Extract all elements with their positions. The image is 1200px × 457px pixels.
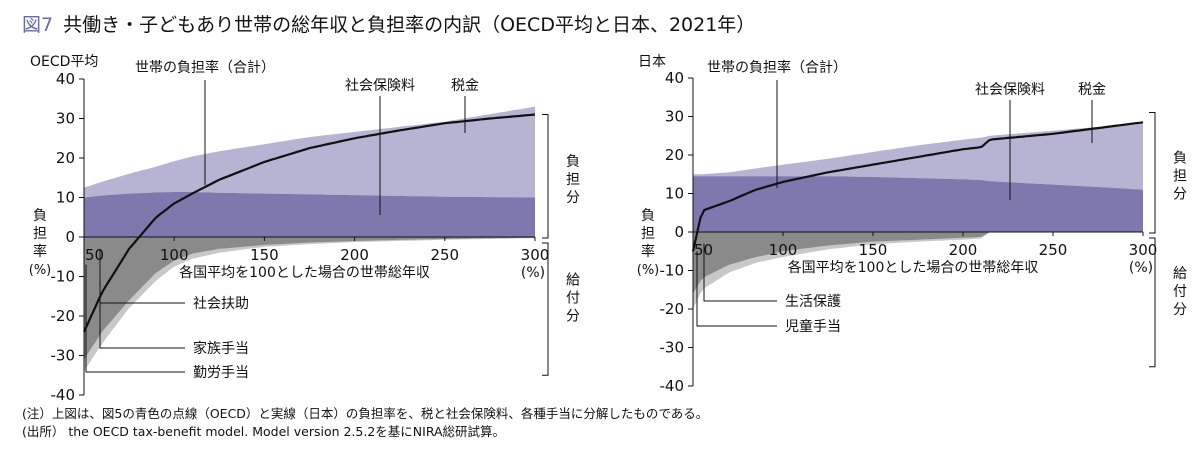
benefit-label: 児童手当 — [785, 318, 841, 335]
bracket-burden-label: 負担分 — [566, 154, 580, 206]
social-insurance-label: 社会保険料 — [345, 78, 415, 94]
panel-label: OECD平均 — [30, 54, 98, 70]
x-axis-label: 各国平均を100とした場合の世帯総年収 — [179, 265, 430, 281]
bracket-benefit-label: 給付分 — [566, 272, 580, 324]
x-tick-label: 300 — [1129, 241, 1158, 259]
y-tick-label: -20 — [51, 307, 76, 325]
benefit-leader-line — [703, 243, 777, 302]
benefit-label: 社会扶助 — [193, 296, 249, 312]
bracket-benefit — [542, 242, 549, 376]
y-tick-label: 30 — [665, 108, 684, 126]
chart-panel — [688, 77, 1156, 387]
benefit-leader-line — [99, 256, 185, 349]
panel-label: 日本 — [638, 54, 666, 70]
x-tick-label: 250 — [1039, 241, 1068, 259]
total-label: 世帯の負担率（合計） — [707, 59, 847, 76]
bracket-benefit-label: 給付分 — [1173, 266, 1187, 318]
benefit-leader-line — [85, 264, 185, 373]
x-tick-label: 100 — [160, 246, 189, 264]
y-axis-unit: (%) — [637, 263, 660, 278]
y-tick-label: 0 — [65, 228, 75, 246]
x-tick-label: 150 — [250, 246, 279, 264]
y-tick-label: 30 — [56, 110, 75, 128]
y-tick-label: 20 — [56, 149, 75, 167]
x-tick-label: 300 — [521, 246, 550, 264]
benefit-label: 生活保護 — [785, 294, 841, 310]
benefit-leader-line — [696, 251, 777, 327]
y-axis-label: 負担率 — [33, 208, 47, 260]
y-tick-label: 0 — [674, 223, 684, 241]
allowance-inner-area — [693, 232, 1143, 294]
y-tick-label: -30 — [660, 339, 685, 357]
x-tick-label: 100 — [769, 241, 798, 259]
y-tick-label: 10 — [56, 189, 75, 207]
x-tick-label: 50 — [85, 246, 104, 264]
y-tick-label: -40 — [51, 386, 76, 404]
y-axis-label: 負担率 — [641, 208, 655, 260]
social-insurance-area — [84, 192, 535, 237]
y-tick-label: -20 — [660, 300, 685, 318]
x-tick-label: 250 — [430, 246, 459, 264]
social-insurance-area — [693, 176, 1143, 232]
social-insurance-label: 社会保険料 — [975, 82, 1045, 98]
allowance-outer-area — [693, 232, 1143, 309]
chart-panel — [79, 78, 549, 396]
benefit-label: 勤労手当 — [193, 365, 249, 381]
total-label: 世帯の負担率（合計） — [135, 59, 275, 76]
tax-area — [84, 106, 535, 198]
figure-title: 図7 共働き・子どもあり世帯の総年収と負担率の内訳（OECD平均と日本、2021年… — [22, 10, 755, 37]
total-burden-line — [83, 113, 536, 333]
x-tick-label: 50 — [694, 241, 713, 259]
y-tick-label: 20 — [665, 146, 684, 164]
x-unit-label: (%) — [1129, 260, 1153, 276]
bracket-burden — [542, 114, 549, 239]
allowance-inner-area — [84, 237, 535, 360]
notes: (注）上図は、図5の青色の点線（OECD）と実線（日本）の負担率を、税と社会保険… — [22, 405, 708, 441]
tax-label: 税金 — [1078, 82, 1106, 98]
y-tick-label: 10 — [665, 185, 684, 203]
x-axis-label: 各国平均を100とした場合の世帯総年収 — [788, 260, 1039, 276]
tax-label: 税金 — [451, 78, 479, 94]
y-tick-label: 40 — [56, 70, 75, 88]
y-tick-label: -30 — [51, 347, 76, 365]
y-tick-label: -40 — [660, 377, 685, 395]
bracket-burden-label: 負担分 — [1173, 151, 1187, 203]
note-line: (出所） the OECD tax-benefit model. Model v… — [22, 424, 506, 439]
bracket-benefit — [1149, 237, 1156, 368]
y-tick-label: -10 — [51, 268, 76, 286]
x-unit-label: (%) — [521, 265, 545, 281]
y-axis-unit: (%) — [29, 263, 52, 278]
x-tick-label: 200 — [949, 241, 978, 259]
benefit-label: 家族手当 — [193, 340, 249, 357]
total-burden-line — [691, 121, 1144, 252]
note-line: (注）上図は、図5の青色の点線（OECD）と実線（日本）の負担率を、税と社会保険… — [22, 406, 709, 421]
figure-title-text: 共働き・子どもあり世帯の総年収と負担率の内訳（OECD平均と日本、2021年） — [63, 14, 756, 36]
x-tick-label: 150 — [859, 241, 888, 259]
y-tick-label: 40 — [665, 69, 684, 87]
bracket-burden — [1149, 112, 1156, 234]
x-tick-label: 200 — [340, 246, 369, 264]
figure-number: 図7 — [22, 14, 54, 36]
y-tick-label: -10 — [660, 262, 685, 280]
